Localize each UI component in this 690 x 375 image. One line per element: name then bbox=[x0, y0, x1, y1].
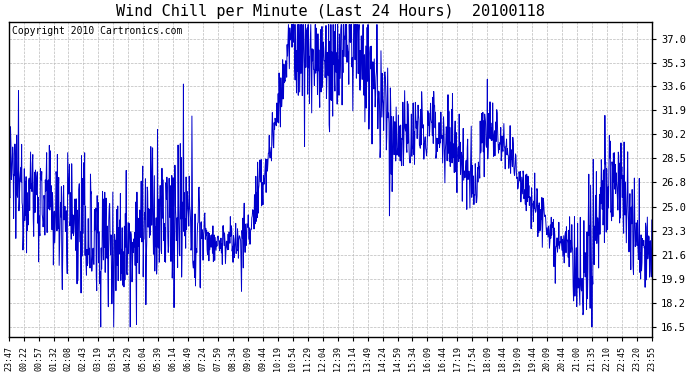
Text: Copyright 2010 Cartronics.com: Copyright 2010 Cartronics.com bbox=[12, 27, 182, 36]
Title: Wind Chill per Minute (Last 24 Hours)  20100118: Wind Chill per Minute (Last 24 Hours) 20… bbox=[116, 4, 544, 19]
